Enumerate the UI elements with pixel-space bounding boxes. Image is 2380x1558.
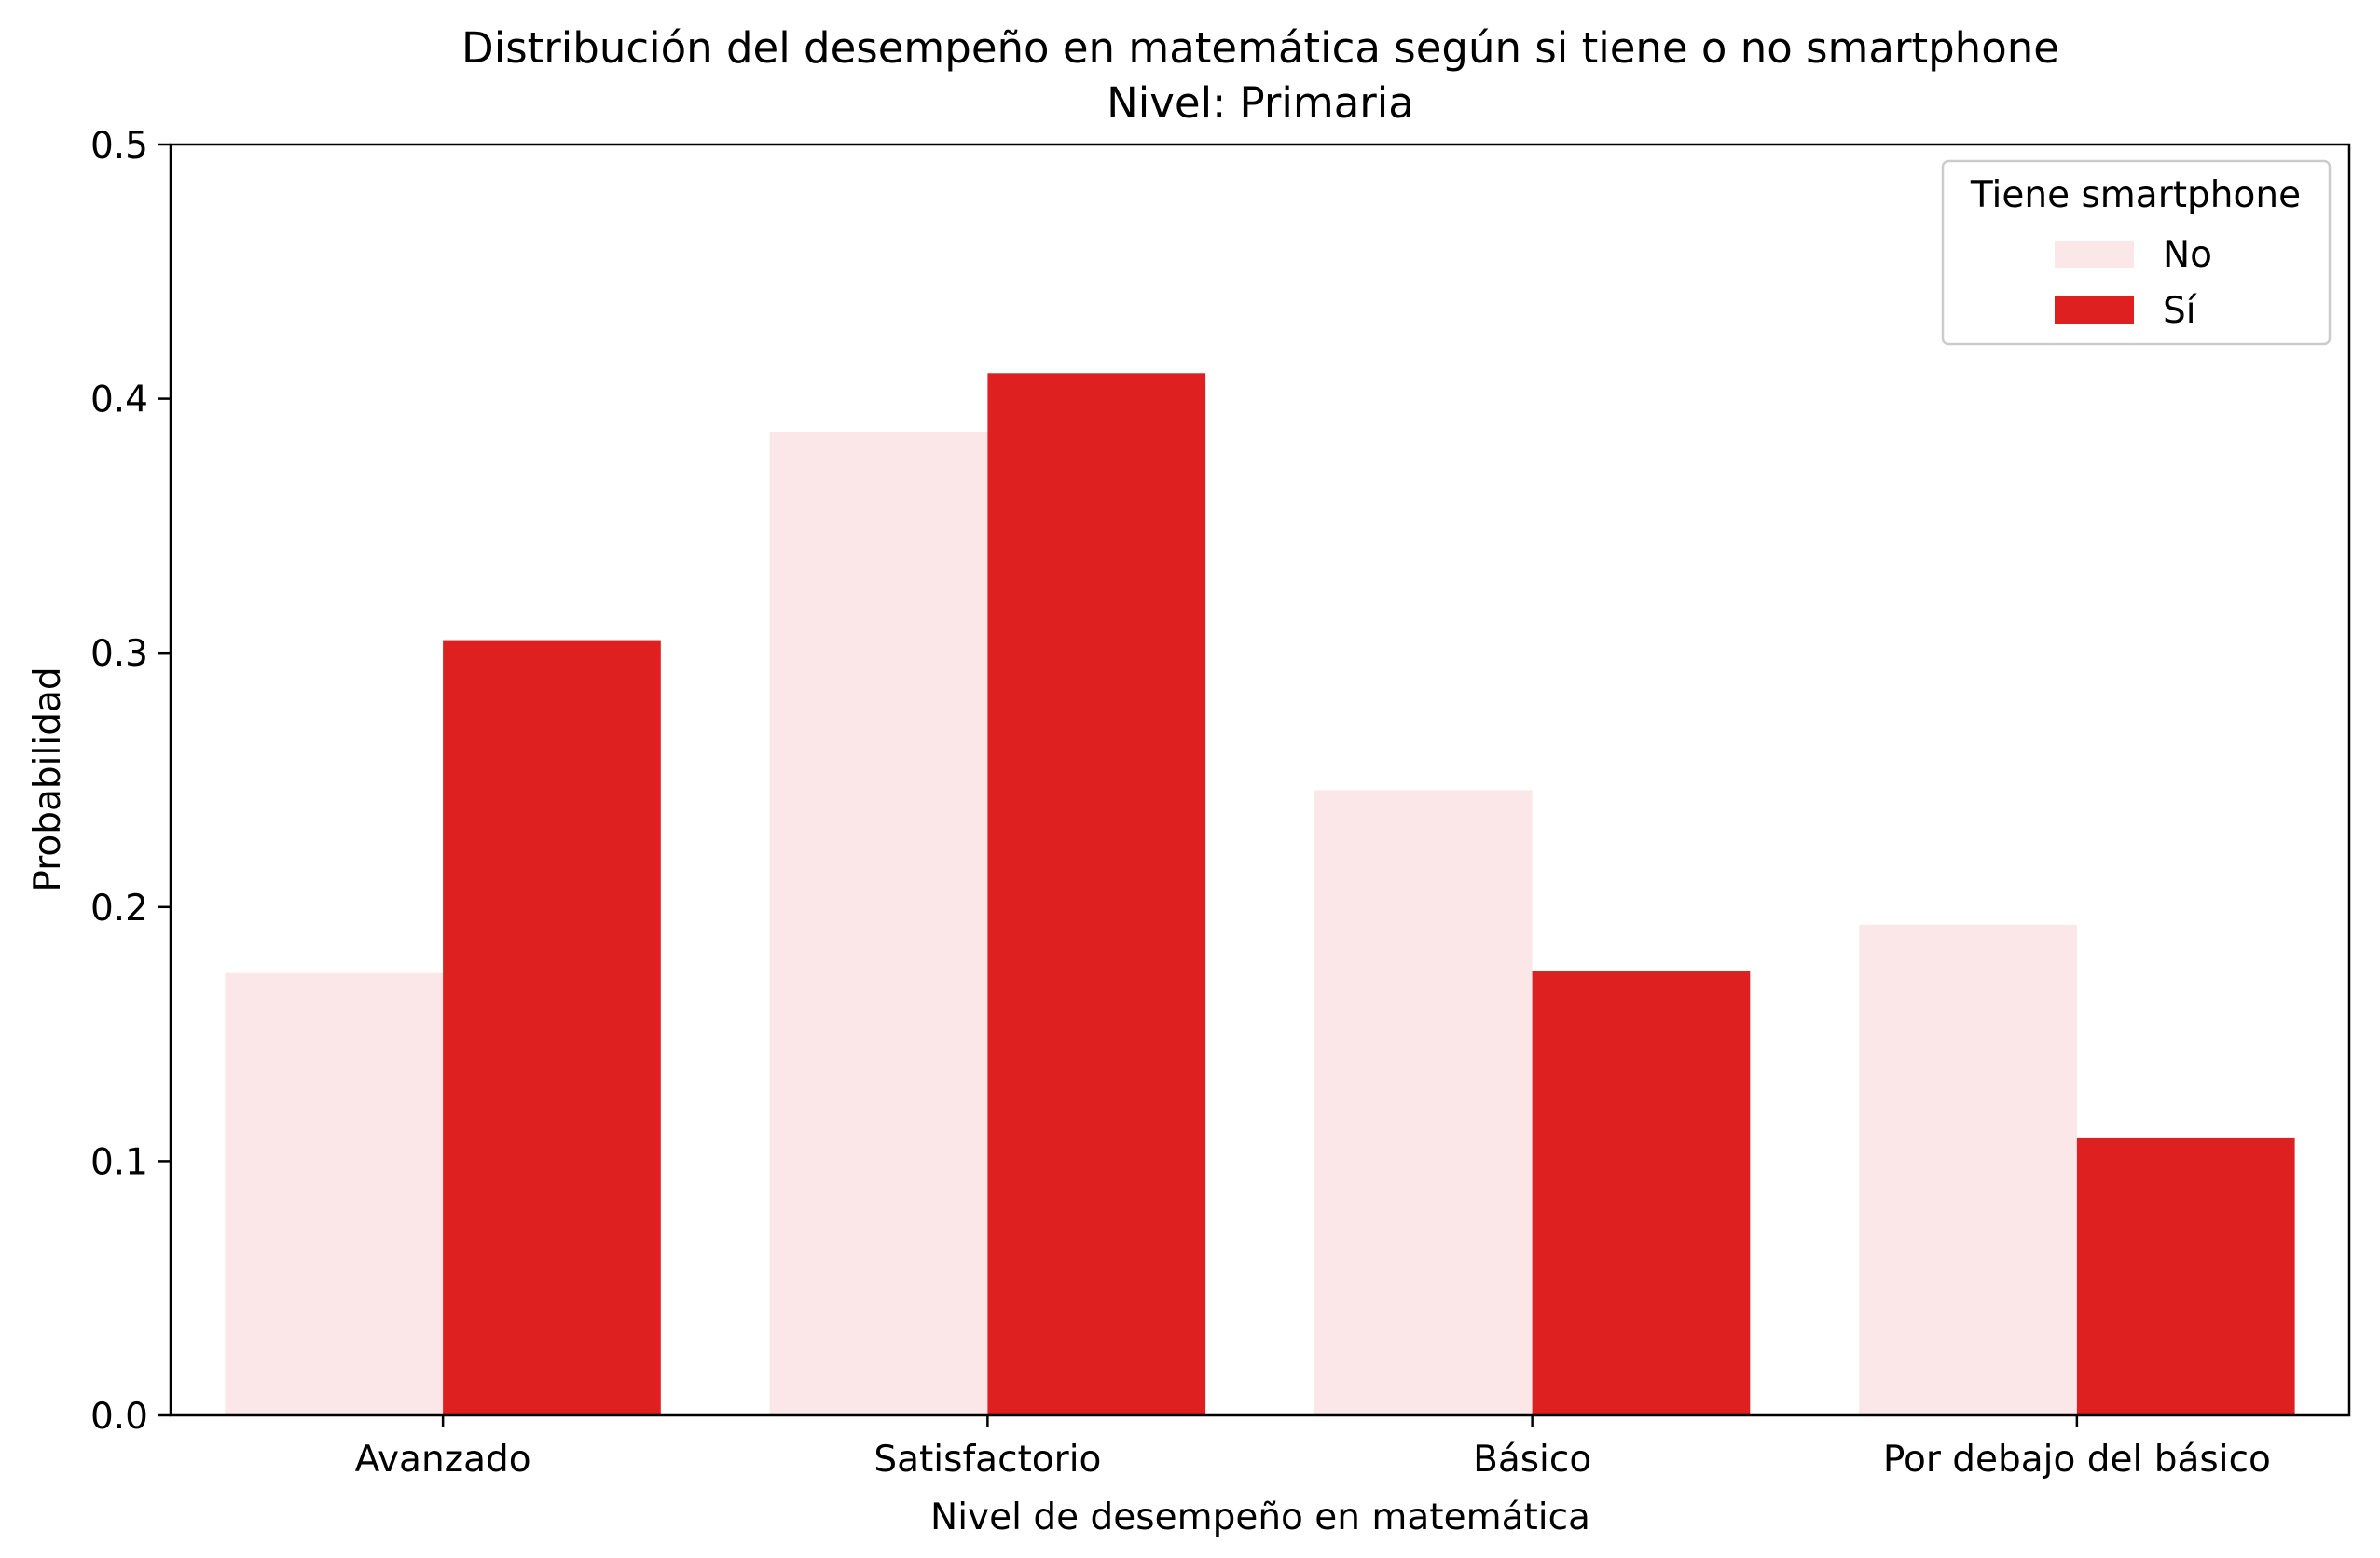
legend-label-no: No	[2163, 234, 2212, 276]
legend-title: Tiene smartphone	[1970, 174, 2301, 216]
bar-si-1	[987, 373, 1206, 1415]
x-tick-label-1: Satisfactorio	[874, 1439, 1101, 1481]
y-tick-label-0: 0.0	[90, 1396, 148, 1438]
y-tick-label-2: 0.2	[90, 888, 148, 930]
legend-items: No Sí	[2055, 234, 2212, 332]
chart-subtitle: Nivel: Primaria	[1107, 78, 1414, 128]
y-axis-label: Probabilidad	[27, 667, 69, 891]
x-tick-label-3: Por debajo del básico	[1883, 1439, 2271, 1481]
x-axis-label: Nivel de desempeño en matemática	[930, 1496, 1590, 1538]
y-tick-label-4: 0.4	[90, 379, 148, 421]
bar-no-2	[1314, 790, 1533, 1415]
bar-no-3	[1859, 924, 2077, 1415]
legend-swatch-si	[2055, 296, 2134, 324]
y-axis: 0.0 0.1 0.2 0.3 0.4 0.5	[90, 125, 171, 1438]
bar-si-2	[1532, 971, 1751, 1415]
y-tick-label-1: 0.1	[90, 1141, 148, 1183]
plot-frame	[169, 143, 2351, 1417]
y-tick-label-3: 0.3	[90, 633, 148, 675]
legend-label-si: Sí	[2163, 290, 2197, 332]
legend: Tiene smartphone No Sí	[1941, 159, 2332, 346]
bar-no-1	[769, 432, 988, 1415]
bar-no-0	[225, 972, 444, 1415]
x-tick-label-2: Básico	[1473, 1439, 1591, 1481]
y-tick-label-5: 0.5	[90, 125, 148, 167]
x-tick-label-0: Avanzado	[355, 1439, 531, 1481]
bar-si-3	[2076, 1137, 2295, 1415]
bars-group	[225, 373, 2295, 1415]
legend-swatch-no	[2055, 241, 2134, 268]
bar-si-0	[443, 640, 661, 1415]
x-axis: Avanzado Satisfactorio Básico Por debajo de…	[355, 1415, 2271, 1481]
chart-title: Distribución del desempeño en matemática…	[461, 23, 2059, 73]
legend-frame	[1941, 159, 2332, 346]
